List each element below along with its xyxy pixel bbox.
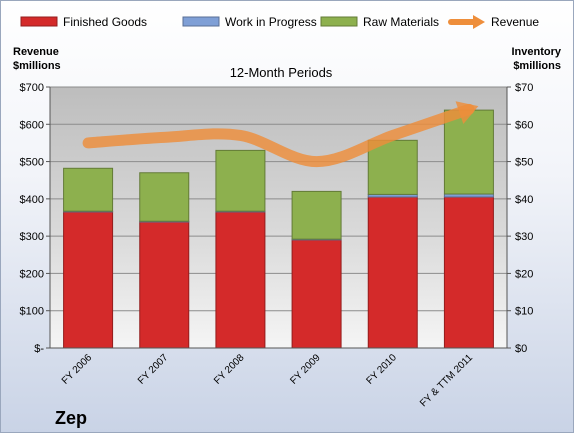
x-tick-label: FY & TTM 2011 [418,352,475,409]
left-tick-label: $400 [20,194,44,206]
bar-raw-materials-fy-ttm-2011 [443,109,494,195]
left-tick-label: $100 [20,306,44,318]
right-tick-label: $0 [515,343,527,355]
left-axis-title-line2: $millions [13,60,61,72]
right-tick-label: $50 [515,157,533,169]
bar-finished-goods-fy-2010 [367,196,418,349]
revenue-line [82,103,475,168]
bar-finished-goods-fy-ttm-2011 [443,196,494,349]
right-tick-label: $30 [515,231,533,243]
legend-swatch-work-in-progress [182,16,220,27]
chart-title: 12-Month Periods [230,65,333,80]
bar-finished-goods-fy-2007 [139,221,190,349]
x-tick-label: FY 2008 [212,352,247,387]
x-tick-label: FY 2007 [136,352,171,387]
bar-raw-materials-fy-2006 [63,167,114,212]
left-tick-label: $200 [20,268,44,280]
left-tick-label: $700 [20,82,44,94]
left-tick-label: $300 [20,231,44,243]
legend-swatch-raw-materials [320,16,358,27]
right-axis-title-line2: $millions [513,60,561,72]
bar-raw-materials-fy-2009 [291,190,342,240]
legend-swatch-finished-goods [20,16,58,27]
left-tick-label: $500 [20,157,44,169]
right-tick-label: $70 [515,82,533,94]
revenue-arrowhead [455,101,479,124]
bar-raw-materials-fy-2010 [367,139,418,195]
x-tick-label: FY 2006 [60,352,95,387]
right-tick-label: $10 [515,306,533,318]
bar-raw-materials-fy-2008 [215,149,266,212]
labels-group: Revenue $millions Inventory $millions 12-Mon… [13,46,562,428]
plot-area [50,87,507,348]
bars-group [63,109,494,349]
right-tick-label: $60 [515,119,533,131]
plot-background [50,87,507,348]
revenue-line-group [82,101,479,168]
right-axis-title-line1: Inventory [511,46,561,58]
company-name: Zep [55,408,87,428]
legend: Finished Goods Work in Progress Raw Materi… [20,15,539,29]
legend-arrow-revenue [473,15,485,29]
legend-label-raw-materials: Raw Materials [363,15,439,29]
left-tick-label: $- [34,343,44,355]
left-tick-label: $600 [20,119,44,131]
legend-label-work-in-progress: Work in Progress [225,15,317,29]
grid-lines [50,86,507,349]
right-tick-label: $20 [515,268,533,280]
left-axis-title-line1: Revenue [13,46,59,58]
bar-finished-goods-fy-2008 [215,211,266,349]
bar-raw-materials-fy-2007 [139,172,190,222]
legend-label-finished-goods: Finished Goods [63,15,147,29]
x-tick-label: FY 2009 [288,352,323,387]
bar-finished-goods-fy-2009 [291,239,342,349]
legend-label-revenue: Revenue [491,15,539,29]
x-tick-label: FY 2010 [364,352,399,387]
right-tick-label: $40 [515,194,533,206]
bar-finished-goods-fy-2006 [63,211,114,349]
